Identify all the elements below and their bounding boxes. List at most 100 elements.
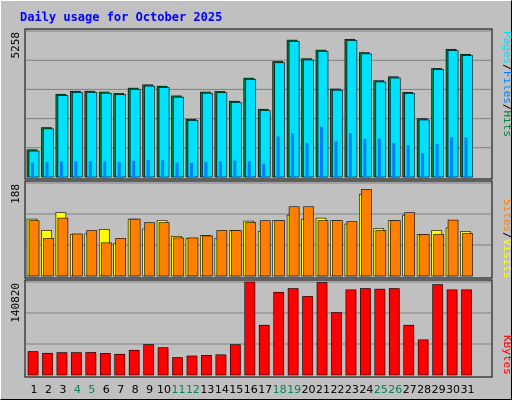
bar-pages-day-25 xyxy=(377,138,381,177)
day-label-3: 3 xyxy=(59,383,66,396)
bar-pages-day-16 xyxy=(247,161,251,177)
bar-pages-day-21 xyxy=(320,126,323,177)
bar-kbytes-day-22 xyxy=(331,312,342,376)
bar-sites-day-24 xyxy=(361,189,372,277)
visits-ymax-label: 188 xyxy=(9,184,22,204)
bar-kbytes-day-9 xyxy=(143,344,154,376)
bar-pages-day-9 xyxy=(146,160,150,177)
bar-kbytes-day-2 xyxy=(42,352,53,376)
bar-pages-day-13 xyxy=(204,162,208,177)
bar-kbytes-day-13 xyxy=(201,355,212,376)
hits-files-pages-bars xyxy=(26,38,473,178)
bar-pages-day-6 xyxy=(103,161,107,177)
bar-kbytes-day-27 xyxy=(403,324,415,376)
bar-sites-day-19 xyxy=(288,206,300,277)
bar-kbytes-day-23 xyxy=(345,289,357,376)
bar-pages-day-11 xyxy=(175,162,179,177)
bar-kbytes-day-21 xyxy=(316,282,328,376)
bar-pages-day-2 xyxy=(45,162,49,177)
bar-kbytes-day-14 xyxy=(215,354,227,376)
bar-sites-day-4 xyxy=(72,233,83,277)
day-label-4: 4 xyxy=(74,383,81,396)
day-label-14: 14 xyxy=(215,383,229,396)
bar-sites-day-22 xyxy=(332,220,343,277)
bar-pages-day-31 xyxy=(464,137,468,177)
legend-files: Files xyxy=(501,71,511,104)
day-label-17: 17 xyxy=(258,383,272,396)
day-label-5: 5 xyxy=(88,383,95,396)
day-label-13: 13 xyxy=(200,383,214,396)
bar-sites-day-25 xyxy=(375,230,387,277)
day-label-23: 23 xyxy=(345,383,359,396)
bar-sites-day-16 xyxy=(245,222,257,277)
legend-kbytes: KBytes xyxy=(501,335,511,375)
bar-kbytes-day-12 xyxy=(186,355,198,376)
day-axis-labels: 1 2 3 4 5 6 7 8 9 10 11 12 13 14 15 16 17 18 19 20 21 22 23 24 2… xyxy=(31,383,475,396)
legend-visits: Visits xyxy=(501,239,511,279)
bar-sites-day-8 xyxy=(129,218,141,277)
bar-kbytes-day-29 xyxy=(432,284,443,376)
legend-separator: / xyxy=(501,232,511,239)
bar-sites-day-10 xyxy=(158,222,170,277)
bar-pages-day-23 xyxy=(348,133,352,177)
bar-kbytes-day-31 xyxy=(461,289,472,376)
bar-sites-day-13 xyxy=(202,235,213,277)
bar-pages-day-4 xyxy=(74,161,78,177)
bar-pages-day-17 xyxy=(262,163,266,177)
day-label-21: 21 xyxy=(316,383,330,396)
day-label-27: 27 xyxy=(403,383,417,396)
bar-sites-day-28 xyxy=(418,234,430,277)
day-label-20: 20 xyxy=(302,383,316,396)
bar-sites-day-1 xyxy=(28,220,40,277)
bar-kbytes-day-6 xyxy=(99,353,111,376)
legend-pages: Pages xyxy=(501,31,511,64)
bar-kbytes-day-16 xyxy=(244,281,256,376)
bar-sites-day-27 xyxy=(404,212,416,277)
bar-kbytes-day-19 xyxy=(287,288,299,376)
bar-sites-day-15 xyxy=(231,230,242,277)
bar-sites-day-9 xyxy=(144,222,155,277)
bar-kbytes-day-4 xyxy=(71,352,82,376)
bar-sites-day-2 xyxy=(43,238,54,277)
bar-pages-day-5 xyxy=(88,161,92,177)
bar-kbytes-day-8 xyxy=(128,349,140,376)
day-label-10: 10 xyxy=(157,383,171,396)
bar-sites-day-3 xyxy=(57,217,69,277)
bar-pages-day-30 xyxy=(450,137,454,177)
day-label-9: 9 xyxy=(146,383,153,396)
day-label-11: 11 xyxy=(172,383,186,396)
bar-sites-day-18 xyxy=(274,220,285,277)
bar-sites-day-17 xyxy=(259,220,271,277)
kbytes-ymax-label: 140820 xyxy=(9,283,22,323)
bar-kbytes-day-18 xyxy=(273,291,284,376)
bar-pages-day-1 xyxy=(31,162,34,177)
bar-pages-day-29 xyxy=(435,143,439,177)
bar-pages-day-8 xyxy=(132,160,136,177)
day-label-19: 19 xyxy=(287,383,301,396)
day-label-6: 6 xyxy=(103,383,110,396)
bar-kbytes-day-15 xyxy=(230,344,241,376)
day-label-7: 7 xyxy=(117,383,124,396)
legend-hits: Hits xyxy=(501,111,511,138)
bar-kbytes-day-3 xyxy=(56,352,68,376)
day-label-25: 25 xyxy=(374,383,388,396)
bar-pages-day-20 xyxy=(305,142,309,177)
bar-sites-day-6 xyxy=(100,242,112,277)
bar-sites-day-5 xyxy=(86,230,98,277)
bar-kbytes-day-7 xyxy=(114,353,125,376)
hits-ymax-label: 5258 xyxy=(9,32,22,59)
day-label-2: 2 xyxy=(45,383,52,396)
bar-pages-day-10 xyxy=(161,160,165,177)
kbytes-bars xyxy=(27,281,472,376)
bar-kbytes-day-28 xyxy=(417,339,429,376)
bar-sites-day-30 xyxy=(447,219,459,277)
bar-pages-day-28 xyxy=(421,153,425,177)
bar-sites-day-29 xyxy=(433,234,444,277)
bar-kbytes-day-30 xyxy=(446,289,458,376)
visits-legend: Sites/Visits xyxy=(501,199,511,279)
kbytes-legend: KBytes xyxy=(501,335,511,375)
bar-sites-day-7 xyxy=(115,238,126,277)
hits-legend: Pages/Files/Hits xyxy=(501,31,511,137)
bar-sites-day-23 xyxy=(346,221,358,277)
bar-kbytes-day-5 xyxy=(85,352,97,376)
